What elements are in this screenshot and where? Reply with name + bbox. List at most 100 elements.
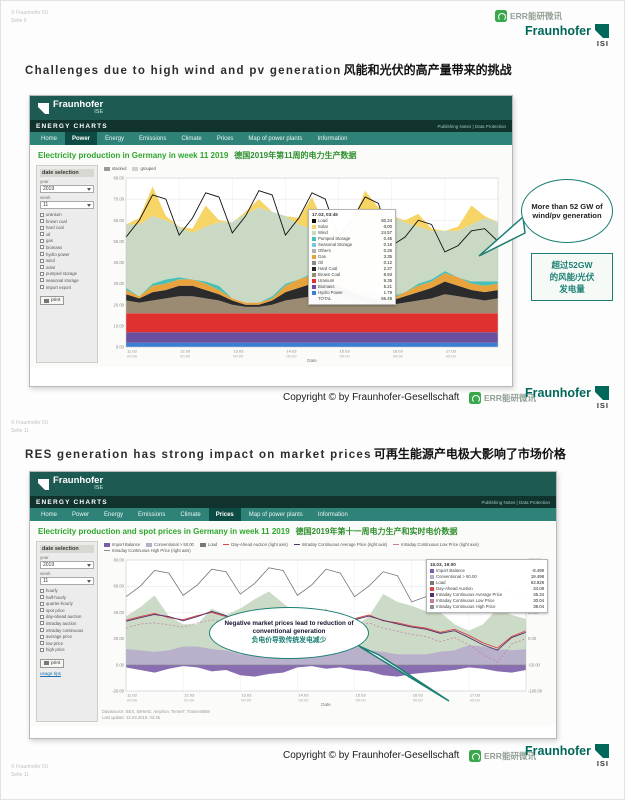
svg-text:80.00: 80.00 [114, 176, 125, 181]
nav-tab-map-of-power-plants[interactable]: Map of power plants [248, 135, 303, 142]
nav-tab-map-of-power-plants[interactable]: Map of power plants [248, 511, 303, 518]
year-select[interactable]: 2019 [40, 185, 94, 193]
svg-text:17.03: 17.03 [446, 349, 457, 354]
legend-item: Import Balance [104, 542, 140, 547]
svg-text:-20.00: -20.00 [112, 689, 125, 694]
chart-footnote: Datasource: EEX, 50Hertz, Amprion, Tenne… [102, 709, 552, 722]
fraunhofer-emblem-icon [594, 744, 609, 758]
tooltip-row: Intraday Continuous High Price 38.04 [430, 604, 544, 610]
sidebar-option-oil[interactable]: oil [40, 232, 94, 237]
nav-tab-climate[interactable]: Climate [181, 135, 202, 142]
tooltip-row: Solar 0.00 [312, 224, 392, 230]
fraunhofer-ise-logo[interactable]: Fraunhofer ISE [38, 99, 103, 116]
brand-name: Fraunhofer [53, 475, 104, 487]
sidebar-option-solar[interactable]: solar [40, 265, 94, 270]
fraunhofer-ise-logo[interactable]: Fraunhofer ISE [38, 475, 104, 492]
chevron-down-icon [87, 579, 91, 583]
tooltip-row: Intraday Continuous Low Price 30.04 [430, 598, 544, 604]
tooltip-row: Day-Ahead Auction 34.08 [430, 586, 544, 592]
week-select[interactable]: 11 [40, 577, 94, 585]
checkbox-icon [40, 212, 44, 217]
production-stacked-area-chart[interactable]: 0.00 10.00 20.00 30.00 40.00 50.00 60.00 70.00 8… [102, 173, 504, 363]
sidebar-option-day-ahead-auction[interactable]: day-ahead auction [40, 614, 94, 619]
print-button[interactable]: print [40, 296, 65, 306]
ec-site-title: ENERGY CHARTS [36, 498, 108, 506]
sidebar-option-high-price[interactable]: high price [40, 647, 94, 652]
nav-tab-emissions[interactable]: Emissions [138, 511, 166, 518]
fraunhofer-institute-label: ISI [596, 39, 609, 48]
tooltip-row: Gas 3.35 [312, 254, 392, 260]
svg-text:50.00: 50.00 [114, 239, 125, 244]
nav-tab-energy[interactable]: Energy [104, 511, 124, 518]
ec-header: Fraunhofer ISE [30, 96, 512, 120]
fraunhofer-wordmark: Fraunhofer [525, 386, 591, 400]
legend-item: stacked [104, 166, 126, 171]
checkbox-icon [40, 608, 44, 613]
nav-tab-prices[interactable]: Prices [208, 508, 241, 521]
sidebar-option-seasonal-storage[interactable]: seasonal storage [40, 278, 94, 283]
sidebar-option-gas[interactable]: gas [40, 238, 94, 243]
tooltip-row: Others 0.26 [312, 248, 392, 254]
ec-bar-links[interactable]: Publishing Notes | Data Protection [481, 499, 550, 505]
sidebar-option-brown-coal[interactable]: brown coal [40, 219, 94, 224]
option-label: brown coal [46, 218, 67, 224]
nav-tab-prices[interactable]: Prices [216, 135, 234, 142]
sidebar-option-average-price[interactable]: average price [40, 634, 94, 639]
legend-item: Intraday Continuous High Price (right ax… [104, 548, 191, 553]
nav-tab-energy[interactable]: Energy [105, 135, 125, 142]
svg-text:15.03: 15.03 [356, 693, 367, 698]
slide1-title-zh: 风能和光伏的高产量带来的挑战 [343, 63, 512, 77]
option-label: intraday auction [46, 620, 77, 626]
option-label: quarter-hourly [46, 601, 73, 607]
fraunhofer-emblem-icon [38, 102, 49, 114]
week-select[interactable]: 11 [40, 201, 94, 209]
svg-text:14.03: 14.03 [286, 349, 297, 354]
svg-text:Date: Date [307, 358, 317, 363]
tooltip-row: Import Balance -8.499 [430, 568, 544, 574]
svg-text:20.00: 20.00 [114, 636, 125, 641]
tooltip-row: Brown Coal 8.93 [312, 272, 392, 278]
sidebar-option-intraday-continuous[interactable]: intraday continuous [40, 628, 94, 633]
sidebar-option-low-price[interactable]: low price [40, 641, 94, 646]
year-select[interactable]: 2019 [40, 561, 94, 569]
sidebar-option-import-export[interactable]: import export [40, 285, 94, 290]
week-value: 11 [43, 202, 49, 208]
usage-tips-link[interactable]: usage tips [40, 670, 61, 676]
chart-heading-en: Electricity production in Germany in wee… [38, 151, 229, 160]
ec-bar-links[interactable]: Publishing Notes | Data Protection [437, 123, 506, 129]
sidebar-option-quarter-hourly[interactable]: quarter-hourly [40, 601, 94, 606]
sidebar-option-hydro-power[interactable]: hydro power [40, 252, 94, 257]
nav-tab-emissions[interactable]: Emissions [139, 135, 167, 142]
nav-tab-home[interactable]: Home [41, 511, 58, 518]
legend-marker-icon [393, 544, 400, 545]
tooltip-row: Intraday Continuous Average Price 35.34 [430, 592, 544, 598]
option-label: pumped storage [46, 271, 78, 277]
ec-header: Fraunhofer ISE [30, 472, 556, 496]
legend-marker-icon [104, 542, 110, 547]
sidebar-option-biomass[interactable]: biomass [40, 245, 94, 250]
sidebar-option-hard-coal[interactable]: hard coal [40, 225, 94, 230]
nav-tab-power[interactable]: Power [72, 511, 90, 518]
sidebar-option-intraday-auction[interactable]: intraday auction [40, 621, 94, 626]
sidebar-option-uranium[interactable]: uranium [40, 212, 94, 217]
print-label: print [51, 298, 61, 304]
nav-tab-climate[interactable]: Climate [180, 511, 201, 518]
nav-tab-information[interactable]: Information [317, 135, 348, 142]
sidebar-option-spot-price[interactable]: spot price [40, 608, 94, 613]
option-label: half-hourly [46, 594, 67, 600]
print-button[interactable]: print [40, 658, 65, 668]
sidebar-option-half-hourly[interactable]: half-hourly [40, 595, 94, 600]
sidebar-option-pumped-storage[interactable]: pumped storage [40, 271, 94, 276]
nav-tab-home[interactable]: Home [41, 135, 58, 142]
sidebar-title: date selection [40, 545, 94, 553]
callout-text-en: Negative market prices lead to reduction… [224, 619, 354, 636]
sidebar-option-hourly[interactable]: hourly [40, 588, 94, 593]
nav-tab-power[interactable]: Power [65, 132, 98, 145]
callout-text-en: More than 52 GW of wind/pv generation [531, 201, 603, 220]
nav-tab-information[interactable]: Information [317, 511, 348, 518]
sidebar-option-wind[interactable]: wind [40, 258, 94, 263]
fraunhofer-institute-label: ISI [596, 401, 609, 410]
legend-marker-icon [104, 166, 110, 171]
meta-line: © Fraunhofer ISI [11, 764, 49, 770]
